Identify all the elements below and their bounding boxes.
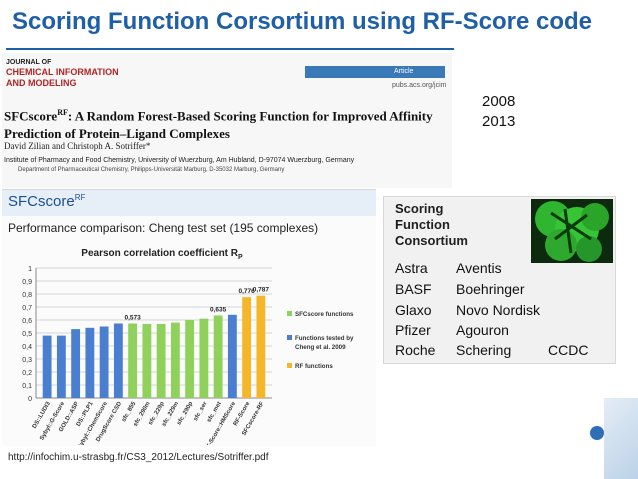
sfcscore-logo-sup: RF xyxy=(74,193,86,202)
title-initial: S xyxy=(395,201,404,216)
paper-title: SFCscoreRF: A Random Forest-Based Scorin… xyxy=(4,104,454,143)
years: 2008 2013 xyxy=(482,92,515,132)
chart-title-main: Pearson correlation coefficient R xyxy=(81,248,238,259)
chart-panel xyxy=(2,189,376,446)
y-tick-label: 0,3 xyxy=(22,357,32,364)
journal-line-1: JOURNAL OF xyxy=(6,59,52,66)
journal-logo: JOURNAL OF CHEMICAL INFORMATION AND MODE… xyxy=(6,58,119,89)
company-aventis: Aventis xyxy=(456,260,502,276)
legend-swatch xyxy=(287,311,292,316)
paper-title-rest: : A Random Forest-Based Scoring Function… xyxy=(4,108,433,142)
bar-value-label: 0,787 xyxy=(253,287,270,294)
y-tick-label: 0,5 xyxy=(22,331,32,338)
x-axis-categories: DS::LUDI3Sybyl::G-ScoreGOLD::ASPDS::PLP1… xyxy=(32,400,266,445)
bar xyxy=(113,323,123,398)
source-url: http://infochim.u-strasbg.fr/CS3_2012/Le… xyxy=(8,452,269,463)
company-pfizer: Pfizer xyxy=(395,322,431,338)
protein-structure-image xyxy=(531,199,613,263)
consortium-title-line: Scoring xyxy=(395,201,468,217)
y-tick-label: 0 xyxy=(28,396,32,403)
bar xyxy=(185,320,195,398)
title-underline xyxy=(6,48,454,50)
performance-heading: Performance comparison: Cheng test set (… xyxy=(8,221,319,235)
bar xyxy=(199,318,209,398)
title-rest: coring xyxy=(403,201,444,216)
title-initial: C xyxy=(395,233,405,248)
article-bar xyxy=(305,66,445,78)
bar xyxy=(128,323,138,398)
paper-affiliation-2: Department of Pharmaceutical Chemistry, … xyxy=(18,167,285,173)
protein-surface-graphic xyxy=(535,201,609,262)
y-axis-ticks: 0 0,1 0,2 0,3 0,4 0,5 0,6 0,7 0,8 0,9 1 xyxy=(22,266,32,403)
bar xyxy=(99,326,109,398)
journal-url: pubs.acs.org/jcim xyxy=(392,82,447,89)
title-rest: onsortium xyxy=(404,233,468,248)
y-tick-label: 0,6 xyxy=(22,318,32,325)
bar xyxy=(156,323,166,398)
sfc-header-bar xyxy=(2,190,376,216)
legend-label: Functions tested by xyxy=(295,335,354,342)
legend-label: RF functions xyxy=(295,363,333,370)
chart-title-sub: P xyxy=(238,254,243,261)
y-tick-label: 0,1 xyxy=(22,383,32,390)
company-schering: Schering xyxy=(456,342,512,358)
company-boehringer: Boehringer xyxy=(456,281,525,297)
year-2013: 2013 xyxy=(482,113,516,130)
bar-value-label: 0,776 xyxy=(238,288,255,295)
y-tick-label: 0,2 xyxy=(22,370,32,377)
bar xyxy=(85,327,95,398)
bar xyxy=(170,322,180,398)
title-rest: unction xyxy=(402,217,450,232)
company-astra: Astra xyxy=(395,260,428,276)
article-tag: Article xyxy=(394,68,414,75)
paper-title-sup: RF xyxy=(57,108,68,117)
bar xyxy=(56,335,66,398)
y-tick-label: 0,9 xyxy=(22,279,32,286)
legend-swatch xyxy=(287,335,292,340)
bar-chart: Pearson correlation coefficient RP 00,10… xyxy=(22,248,354,445)
slide-corner-decoration xyxy=(604,398,638,479)
y-tick-label: 0,4 xyxy=(22,344,32,351)
chart-legend: SFCscore functions Functions tested by Che… xyxy=(287,311,354,370)
journal-line-2: CHEMICAL INFORMATION xyxy=(6,67,119,77)
bar xyxy=(42,335,52,398)
year-2008: 2008 xyxy=(482,93,516,110)
bar xyxy=(242,297,252,398)
legend-label: SFCscore functions xyxy=(295,311,354,318)
sfcscore-logo: SFCscoreRF xyxy=(8,193,85,210)
company-agouron: Agouron xyxy=(456,322,509,338)
y-tick-label: 0,7 xyxy=(22,305,32,312)
chart-title: Pearson correlation coefficient RP xyxy=(81,248,243,261)
journal-line-3: AND MODELING xyxy=(6,78,77,88)
legend-swatch xyxy=(287,363,292,368)
bar-value-label: 0,573 xyxy=(124,315,141,322)
consortium-title-line: Consortium xyxy=(395,233,468,249)
y-tick-label: 1 xyxy=(28,266,32,273)
bar xyxy=(213,315,223,398)
bar xyxy=(227,314,237,398)
bar xyxy=(71,329,81,398)
slide-title: Scoring Function Corsortium using RF-Sco… xyxy=(12,8,593,35)
y-tick-label: 0,8 xyxy=(22,292,32,299)
company-novo-nordisk: Novo Nordisk xyxy=(456,302,541,318)
chart-bars xyxy=(42,295,266,398)
bar xyxy=(142,323,152,398)
bar xyxy=(256,295,266,398)
bar-value-label: 0,635 xyxy=(210,306,227,313)
consortium-title-line: Function xyxy=(395,217,468,233)
company-ccdc: CCDC xyxy=(548,342,589,358)
consortium-title: Scoring Function Consortium xyxy=(395,201,468,249)
paper-authors: David Zilian and Christoph A. Sotriffer* xyxy=(4,141,151,151)
title-initial: F xyxy=(395,217,403,232)
next-slide-icon[interactable] xyxy=(590,426,604,440)
company-basf: BASF xyxy=(395,281,432,297)
company-roche: Roche xyxy=(395,342,436,358)
paper-title-main: SFCscore xyxy=(4,108,58,124)
company-glaxo: Glaxo xyxy=(395,302,432,318)
paper-affiliation: Institute of Pharmacy and Food Chemistry… xyxy=(4,157,355,164)
sfcscore-logo-main: SFCscore xyxy=(8,193,75,210)
legend-label: Cheng et al. 2009 xyxy=(295,344,346,351)
